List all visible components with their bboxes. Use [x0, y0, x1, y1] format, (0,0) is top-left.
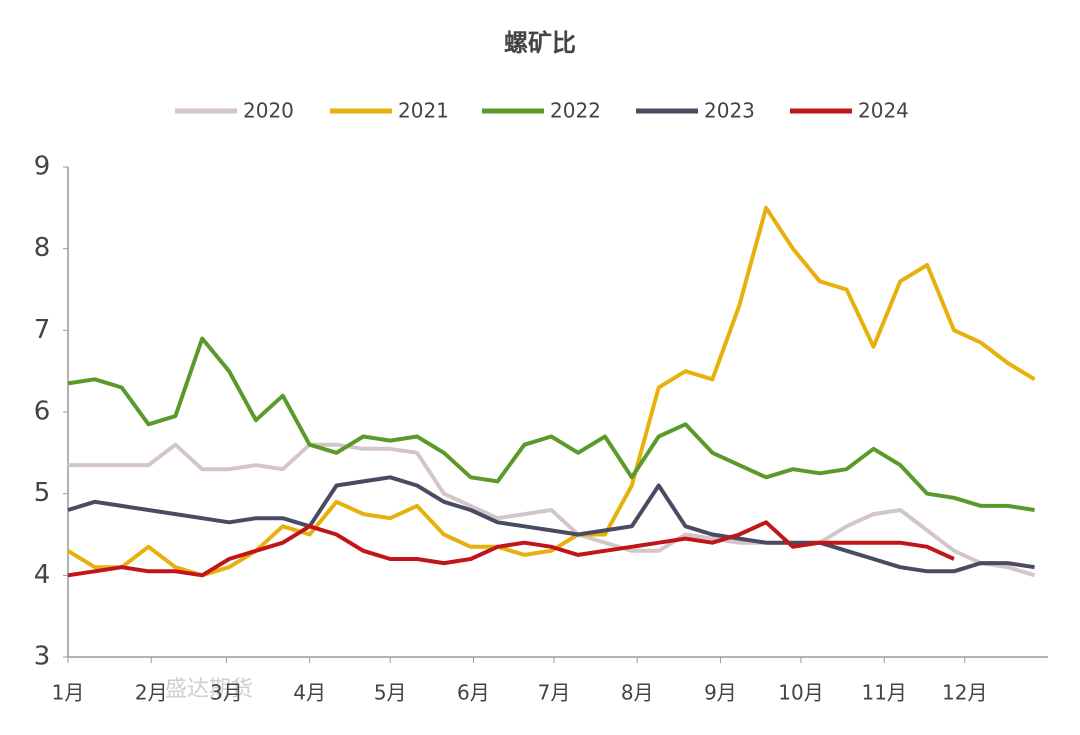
y-tick-label: 7: [34, 315, 51, 345]
series-line: [68, 442, 1036, 578]
series-line: [67, 520, 955, 578]
watermark: 盛达期货: [165, 677, 253, 702]
x-tick-label: 2月: [135, 681, 168, 705]
x-tick-label: 6月: [457, 681, 490, 705]
x-tick-label: 1月: [52, 681, 85, 705]
y-tick-label: 9: [34, 152, 51, 182]
x-tick-label: 11月: [861, 681, 906, 705]
legend-label: 2022: [550, 99, 601, 123]
chart-title: 螺矿比: [504, 29, 576, 57]
y-tick-label: 6: [34, 397, 51, 427]
series-line: [66, 205, 1036, 578]
x-tick-label: 5月: [374, 681, 407, 705]
series-line: [67, 475, 1035, 574]
x-tick-label: 12月: [942, 681, 987, 705]
y-tick-label: 3: [34, 642, 51, 672]
legend-label: 2024: [858, 99, 909, 123]
legend-label: 2021: [398, 99, 449, 123]
legend-label: 2020: [243, 99, 294, 123]
y-tick-label: 4: [34, 560, 51, 590]
series-line: [67, 336, 1035, 512]
x-tick-label: 10月: [778, 681, 823, 705]
x-tick-label: 8月: [621, 681, 654, 705]
x-tick-label: 7月: [538, 681, 571, 705]
x-tick-label: 3月: [210, 681, 243, 705]
y-tick-label: 8: [34, 233, 51, 263]
y-tick-label: 5: [34, 478, 51, 508]
x-tick-label: 9月: [704, 681, 737, 705]
legend-label: 2023: [704, 99, 755, 123]
x-tick-label: 4月: [293, 681, 326, 705]
